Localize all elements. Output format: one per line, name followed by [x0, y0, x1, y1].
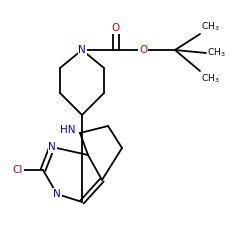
Text: O: O: [112, 23, 120, 33]
Text: CH$_3$: CH$_3$: [201, 72, 220, 85]
Text: Cl: Cl: [13, 165, 23, 175]
Text: CH$_3$: CH$_3$: [201, 20, 220, 33]
Text: N: N: [53, 189, 61, 199]
Text: HN: HN: [60, 125, 76, 135]
Text: N: N: [78, 45, 86, 55]
Text: O: O: [139, 45, 147, 55]
Text: CH$_3$: CH$_3$: [207, 47, 226, 59]
Text: N: N: [48, 142, 56, 152]
